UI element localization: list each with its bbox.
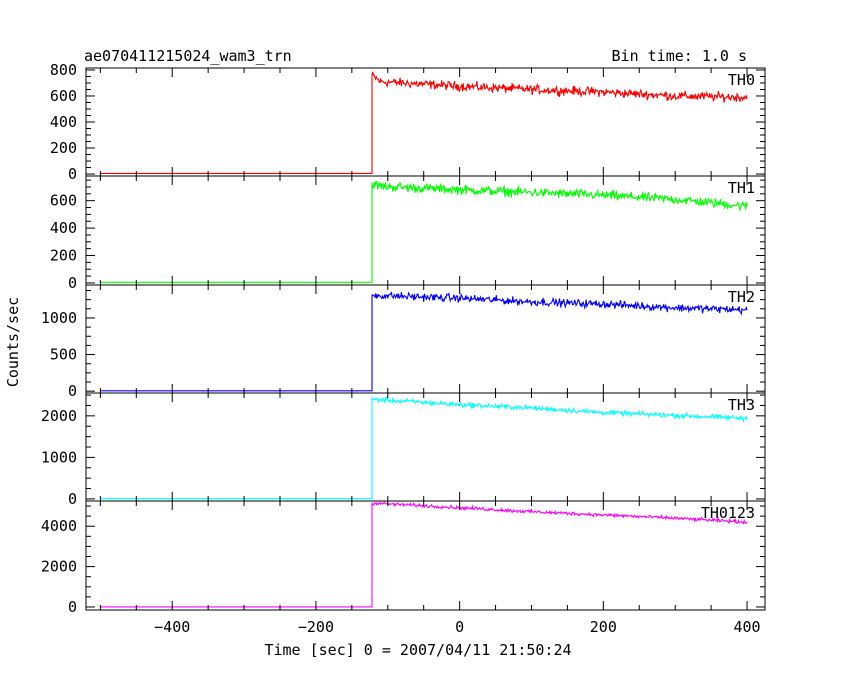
x-axis-label: Time [sec] 0 = 2007/04/11 21:50:24 [264,641,571,659]
y-tick-label: 500 [50,346,77,364]
y-tick-label: 800 [50,61,77,79]
y-tick-label: 200 [50,139,77,157]
y-tick-label: 200 [50,247,77,265]
y-tick-label: 400 [50,219,77,237]
y-tick-label: 600 [50,192,77,210]
chart-title: ae070411215024_wam3_trn [84,47,292,65]
x-tick-label: −400 [154,618,190,636]
panel-th2: 0 500 1000 TH2 [41,284,766,400]
panel-frame [85,175,766,286]
bin-time-label: Bin time: 1.0 s [612,47,747,65]
panel-frame [85,500,766,611]
panel-th0: 0 200 400 600 800 TH0 [50,61,766,183]
series-line-th2 [100,291,748,392]
panel-th3: 0 1000 2000 TH3 [41,392,766,508]
y-tick-label: 4000 [41,517,77,535]
x-tick-label: 400 [733,618,760,636]
y-tick-label: 400 [50,113,77,131]
panel-th0123: 0 2000 4000 TH0123 [41,500,766,616]
series-label-th1: TH1 [728,179,755,197]
series-line-th3 [100,395,748,500]
y-tick-label: 1000 [41,309,77,327]
panel-frame [85,284,766,394]
panel-frame [85,67,766,177]
y-tick-label: 2000 [41,407,77,425]
y-tick-label: 0 [68,598,77,616]
series-line-th0 [100,71,748,174]
series-label-th0: TH0 [728,71,755,89]
series-label-th2: TH2 [728,288,755,306]
series-line-th1 [100,180,748,283]
y-tick-label: 600 [50,87,77,105]
series-label-th0123: TH0123 [701,504,755,522]
x-tick-label: 0 [455,618,464,636]
panels-group: 0 200 400 600 800 TH0 0 200 400 600 TH1 0 500 1000 TH2… [41,61,766,616]
y-tick-label: 2000 [41,558,77,576]
y-tick-label: 0 [68,382,77,400]
series-label-th3: TH3 [728,396,755,414]
series-line-th0123 [100,501,748,608]
y-tick-label: 1000 [41,448,77,466]
panel-frame [85,392,766,502]
x-tick-labels: −400 −200 0 200 400 [154,618,760,636]
y-tick-label: 0 [68,490,77,508]
y-tick-label: 0 [68,165,77,183]
x-tick-label: −200 [298,618,334,636]
panel-th1: 0 200 400 600 TH1 [50,175,766,292]
y-tick-label: 0 [68,274,77,292]
y-axis-label: Counts/sec [4,297,22,387]
x-tick-label: 200 [590,618,617,636]
